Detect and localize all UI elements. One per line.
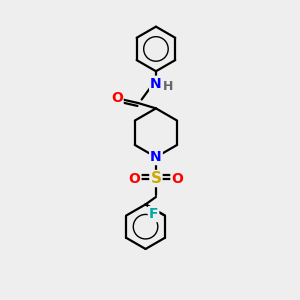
Text: O: O [171, 172, 183, 185]
Text: O: O [129, 172, 140, 185]
Text: F: F [149, 207, 158, 221]
Text: N: N [150, 150, 162, 164]
Text: N: N [150, 77, 162, 91]
Text: O: O [111, 91, 123, 105]
Text: H: H [163, 80, 174, 93]
Text: S: S [150, 171, 161, 186]
